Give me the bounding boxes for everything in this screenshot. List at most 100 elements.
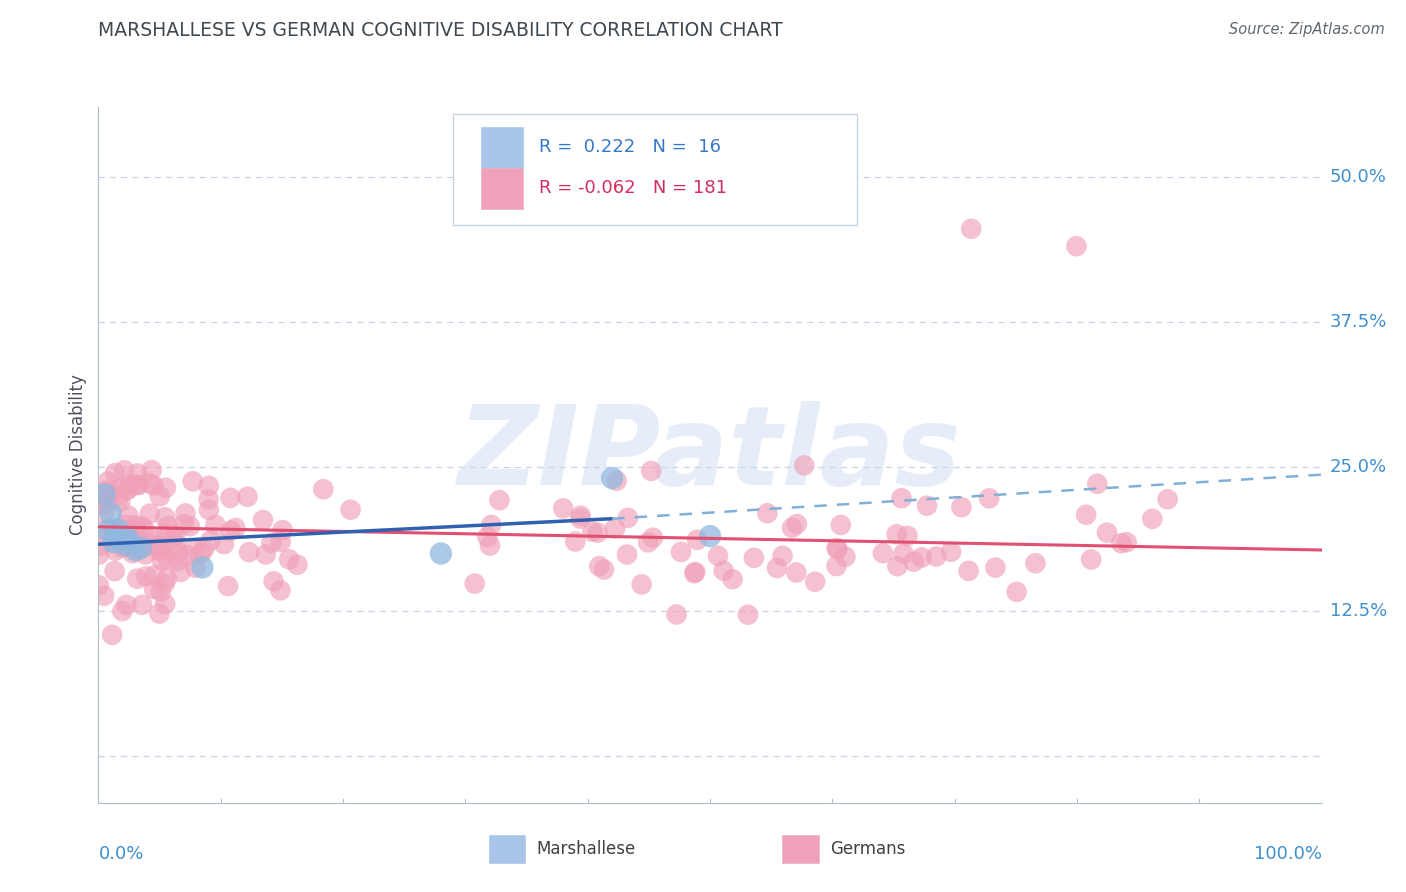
Point bbox=[114, 517, 136, 532]
Text: 0.0%: 0.0% bbox=[98, 845, 143, 863]
Point bbox=[278, 552, 301, 566]
Point bbox=[115, 598, 138, 612]
Point bbox=[139, 476, 162, 491]
Point bbox=[925, 549, 948, 564]
Point bbox=[148, 607, 170, 621]
Point bbox=[127, 544, 149, 558]
Point bbox=[162, 532, 184, 546]
Point bbox=[893, 547, 915, 561]
Point bbox=[984, 560, 1007, 574]
Point bbox=[100, 506, 122, 520]
Point bbox=[96, 485, 118, 500]
Point bbox=[111, 541, 134, 555]
Point bbox=[742, 550, 765, 565]
Point bbox=[630, 577, 652, 591]
Point bbox=[270, 583, 292, 598]
Point bbox=[593, 562, 616, 576]
Point bbox=[617, 511, 640, 525]
Point bbox=[141, 463, 163, 477]
Text: 50.0%: 50.0% bbox=[1330, 168, 1386, 186]
Point bbox=[179, 519, 201, 533]
Point bbox=[1066, 239, 1088, 253]
Point bbox=[252, 513, 274, 527]
Point bbox=[117, 483, 139, 497]
Point bbox=[143, 568, 166, 582]
Point bbox=[915, 499, 938, 513]
Point bbox=[200, 533, 222, 548]
Point bbox=[896, 529, 918, 543]
Point bbox=[131, 598, 153, 612]
Point bbox=[886, 527, 908, 541]
Point bbox=[138, 537, 160, 551]
Point bbox=[553, 501, 575, 516]
Point bbox=[184, 560, 207, 574]
Point bbox=[939, 545, 962, 559]
Point bbox=[93, 589, 115, 603]
Point bbox=[190, 546, 212, 560]
Point bbox=[104, 543, 127, 558]
Point bbox=[93, 487, 115, 501]
Point bbox=[287, 558, 309, 572]
Point bbox=[129, 541, 152, 555]
Point bbox=[772, 549, 794, 563]
Point bbox=[108, 490, 131, 504]
Point bbox=[114, 529, 136, 543]
Point bbox=[1005, 585, 1028, 599]
Point bbox=[236, 490, 259, 504]
Point bbox=[124, 543, 146, 558]
Point bbox=[825, 541, 848, 555]
Point bbox=[127, 572, 149, 586]
FancyBboxPatch shape bbox=[481, 127, 523, 168]
Point bbox=[263, 574, 285, 589]
Point bbox=[238, 545, 260, 559]
Point bbox=[1115, 535, 1137, 549]
Point bbox=[120, 477, 142, 491]
Point bbox=[198, 503, 221, 517]
Point bbox=[127, 478, 149, 492]
Point bbox=[219, 524, 242, 538]
Point bbox=[155, 481, 177, 495]
Point bbox=[785, 566, 807, 580]
Point bbox=[103, 564, 125, 578]
Point bbox=[1080, 552, 1102, 566]
Point bbox=[707, 549, 730, 563]
Point bbox=[1142, 512, 1164, 526]
Point bbox=[204, 517, 226, 532]
Point bbox=[581, 524, 603, 539]
Text: 37.5%: 37.5% bbox=[1330, 312, 1388, 331]
Point bbox=[890, 491, 912, 506]
Point bbox=[170, 565, 193, 579]
Point bbox=[153, 597, 176, 611]
Point bbox=[120, 534, 142, 549]
Point bbox=[886, 559, 908, 574]
Point bbox=[174, 507, 197, 521]
Point bbox=[110, 495, 132, 509]
Point bbox=[121, 546, 143, 560]
Point bbox=[780, 521, 803, 535]
Point bbox=[686, 533, 709, 547]
Point bbox=[217, 579, 239, 593]
Point bbox=[957, 564, 980, 578]
Point bbox=[260, 535, 283, 549]
Text: R =  0.222   N =  16: R = 0.222 N = 16 bbox=[538, 137, 721, 156]
Point bbox=[640, 464, 662, 478]
Point bbox=[149, 584, 172, 599]
Point bbox=[156, 572, 179, 586]
Point bbox=[153, 527, 176, 541]
Point bbox=[911, 550, 934, 565]
Text: 100.0%: 100.0% bbox=[1254, 845, 1322, 863]
Point bbox=[804, 574, 827, 589]
Point bbox=[103, 532, 125, 546]
Point bbox=[100, 522, 122, 536]
Point bbox=[167, 545, 190, 559]
Point bbox=[197, 492, 219, 507]
Point bbox=[766, 561, 789, 575]
FancyBboxPatch shape bbox=[453, 114, 856, 226]
Point bbox=[737, 607, 759, 622]
Point bbox=[830, 518, 852, 533]
Point bbox=[464, 576, 486, 591]
Point bbox=[117, 483, 139, 497]
Point bbox=[478, 539, 501, 553]
Point bbox=[569, 508, 592, 523]
Point bbox=[181, 475, 204, 489]
